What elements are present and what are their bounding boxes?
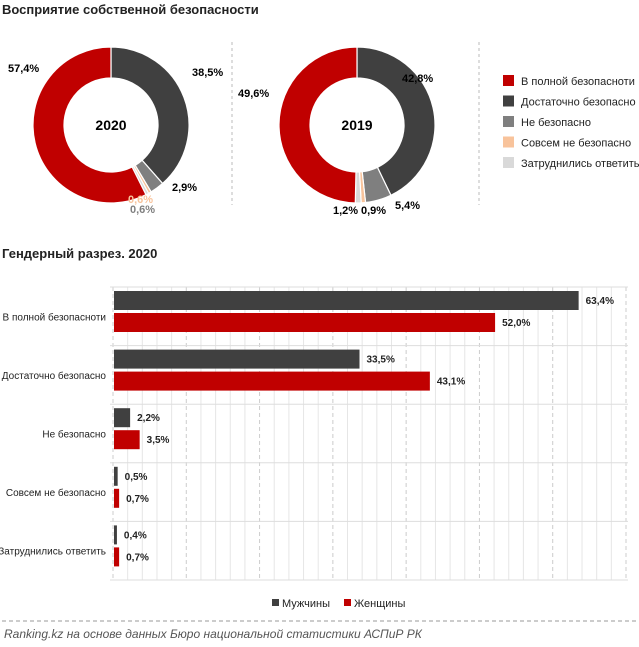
source-note: Ranking.kz на основе данных Бюро национа…	[4, 627, 422, 641]
legend-label: Достаточно безопасно	[521, 97, 636, 109]
bar-data-label: 63,4%	[586, 296, 614, 307]
bar-women	[114, 313, 496, 332]
bar-data-label: 0,4%	[124, 530, 147, 541]
bar-men	[114, 525, 117, 545]
legend-label: Затруднились ответить	[521, 158, 639, 170]
donut-data-label: 1,2%	[333, 205, 358, 217]
donut-data-label: 5,4%	[395, 200, 420, 212]
legend-label: Мужчины	[282, 598, 330, 610]
donut-center-label: 2020	[95, 117, 126, 133]
donut-data-label: 2,9%	[172, 182, 197, 194]
bar-men	[114, 349, 360, 369]
bar-men	[114, 466, 118, 486]
donut-slice-2019	[278, 46, 358, 204]
bar-data-label: 0,7%	[126, 552, 149, 563]
legend-swatch	[503, 75, 514, 86]
legend-swatch	[503, 95, 514, 107]
donut-slice-2019	[356, 46, 436, 197]
bar-women	[114, 547, 120, 567]
legend-swatch	[503, 116, 514, 127]
legend-swatch	[344, 599, 351, 606]
donut-center-label: 2019	[341, 117, 372, 133]
legend-label: Совсем не безопасно	[521, 138, 631, 150]
legend-label: В полной безопасноти	[521, 76, 635, 88]
donut-data-label: 38,5%	[192, 67, 223, 79]
bar-women	[114, 371, 430, 391]
bar-data-label: 52,0%	[502, 318, 530, 329]
donut-data-label: 0,6%	[130, 204, 155, 216]
legend-label: Женщины	[354, 598, 405, 610]
bar-data-label: 43,1%	[437, 377, 465, 388]
legend-swatch	[272, 599, 279, 606]
donut-data-label: 42,8%	[402, 73, 433, 85]
category-label: Достаточно безопасно	[2, 370, 107, 382]
bar-men	[114, 408, 131, 428]
category-label: Затруднились ответить	[0, 547, 106, 558]
donut-data-label: 0,9%	[361, 205, 386, 217]
bar-data-label: 2,2%	[137, 413, 160, 424]
donut-data-label: 0,6%	[128, 194, 153, 206]
bar-chart-title: Гендерный разрез. 2020	[2, 246, 158, 261]
bar-men	[114, 291, 579, 310]
category-label: Совсем не безопасно	[6, 487, 107, 499]
category-label: Не безопасно	[42, 429, 106, 441]
bar-women	[114, 430, 140, 450]
donut-slice-2020	[110, 46, 190, 185]
bar-data-label: 3,5%	[147, 435, 170, 446]
bar-women	[114, 488, 120, 508]
category-label: В полной безопасноти	[3, 311, 107, 323]
legend-swatch	[503, 136, 514, 148]
legend-swatch	[503, 157, 514, 168]
legend-label: Не безопасно	[521, 117, 591, 129]
bar-data-label: 0,5%	[125, 472, 148, 483]
bar-data-label: 33,5%	[367, 355, 395, 366]
donut-data-label: 49,6%	[238, 88, 269, 100]
page-title: Восприятие собственной безопасности	[2, 2, 259, 17]
bar-data-label: 0,7%	[126, 494, 149, 505]
donut-data-label: 57,4%	[8, 63, 39, 75]
donut-slice-2020	[32, 46, 147, 204]
